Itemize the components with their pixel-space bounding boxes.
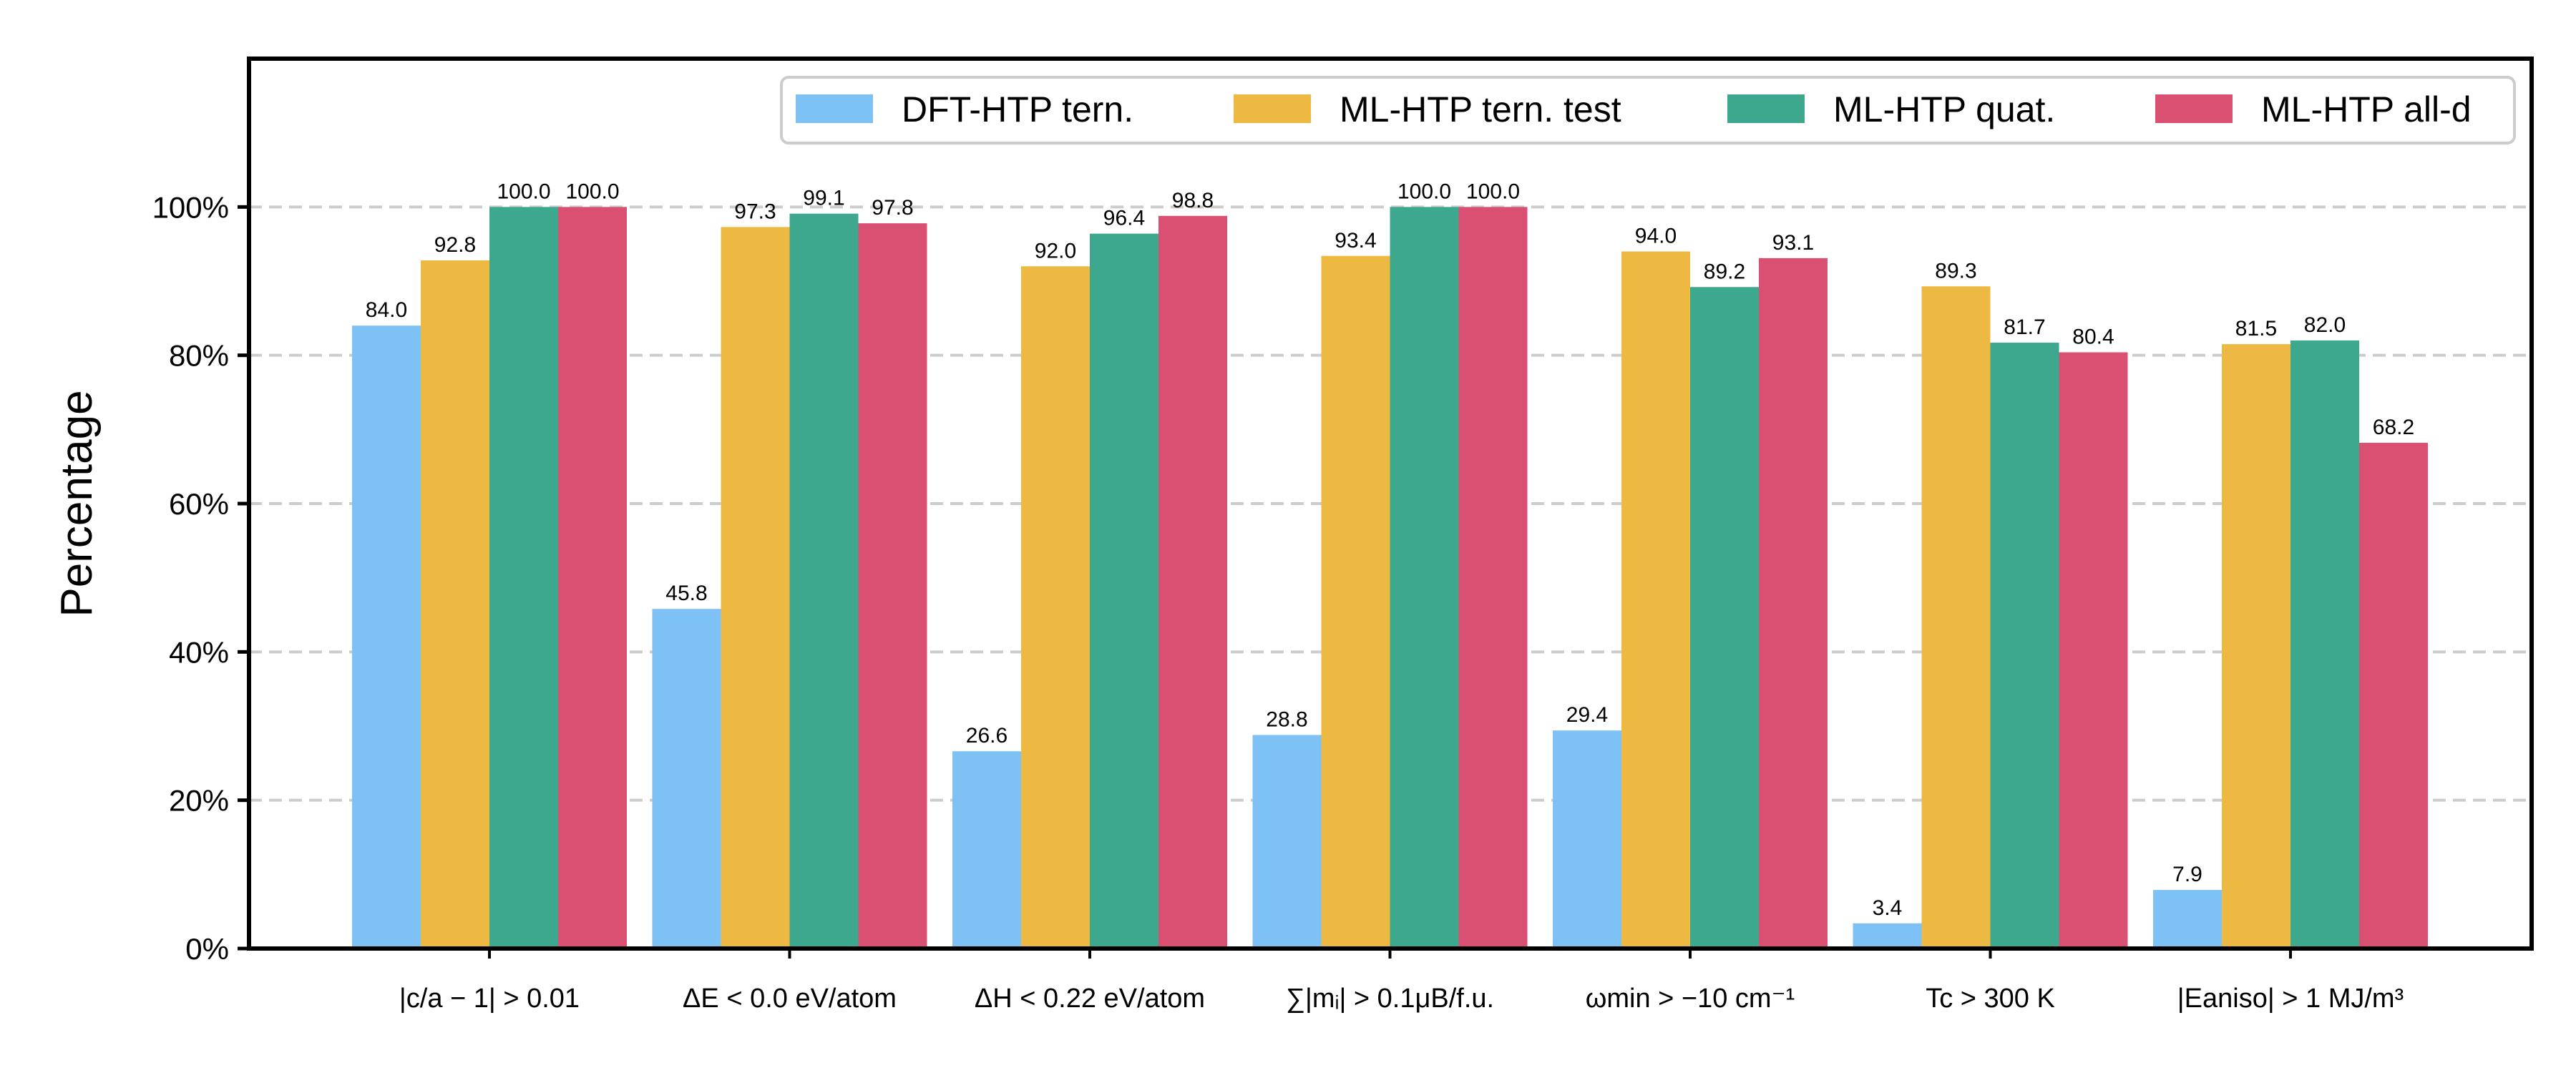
x-tick-label: |c/a − 1| > 0.01: [399, 984, 580, 1014]
x-tick-label: |Eaniso| > 1 MJ/m³: [2177, 984, 2404, 1014]
bar-value-label: 97.8: [872, 196, 913, 220]
legend-box: [780, 76, 2516, 144]
legend-swatch: [1727, 94, 1805, 123]
x-tick-label: Tc > 300 K: [1926, 984, 2055, 1014]
bar-value-label: 89.3: [1935, 259, 1976, 283]
bar-value-label: 84.0: [366, 298, 407, 322]
y-axis-label: Percentage: [52, 390, 102, 617]
bar: [352, 325, 421, 949]
legend-swatch: [796, 94, 873, 123]
y-tick-label: 80%: [169, 339, 229, 373]
bar-value-label: 100.0: [1397, 180, 1451, 203]
legend-swatch: [2155, 94, 2233, 123]
bar-value-label: 80.4: [2072, 325, 2114, 349]
bar: [2290, 340, 2359, 949]
legend: DFT-HTP tern. ML-HTP tern. test ML-HTP qua…: [780, 76, 2516, 144]
bar: [558, 207, 627, 949]
bar: [1090, 233, 1158, 949]
bar-value-label: 81.5: [2235, 317, 2277, 340]
bar: [1759, 258, 1828, 949]
bar-value-label: 45.8: [665, 582, 707, 605]
bar: [1921, 286, 1991, 949]
bar: [2359, 442, 2428, 949]
bar: [1158, 215, 1227, 949]
bar: [1321, 255, 1390, 949]
bar-value-label: 92.8: [434, 233, 476, 257]
bar-value-label: 93.1: [1772, 231, 1814, 255]
legend-label: ML-HTP all-d: [2261, 89, 2472, 129]
bar: [1553, 730, 1621, 949]
bar-value-label: 29.4: [1566, 703, 1608, 727]
bar: [1853, 923, 1922, 949]
bar-value-label: 97.3: [734, 200, 776, 223]
bar-value-label: 99.1: [803, 187, 844, 210]
bar: [2059, 352, 2128, 949]
bar-value-label: 3.4: [1873, 896, 1903, 920]
bar-value-label: 98.8: [1172, 189, 1214, 212]
bar: [1390, 207, 1459, 949]
bar: [1990, 343, 2059, 949]
bar: [2222, 344, 2290, 949]
legend-label: DFT-HTP tern.: [902, 89, 1133, 129]
bar-value-label: 94.0: [1635, 225, 1677, 248]
bar: [789, 213, 859, 949]
bar: [858, 223, 927, 949]
bar: [1621, 251, 1690, 949]
bar: [1690, 287, 1759, 949]
bar: [721, 227, 790, 949]
bar: [1021, 266, 1090, 949]
bar-value-label: 82.0: [2304, 313, 2346, 337]
bar: [2153, 890, 2222, 949]
bar-value-label: 26.6: [966, 724, 1008, 748]
y-axis: 0% 20% 40% 60% 80% 100%: [152, 190, 249, 966]
y-tick-label: 60%: [169, 487, 229, 521]
x-tick-label: ΔE < 0.0 eV/atom: [683, 984, 897, 1014]
bar-value-label: 7.9: [2172, 863, 2202, 886]
bar: [1458, 207, 1528, 949]
bars: [352, 207, 2428, 949]
x-axis: |c/a − 1| > 0.01 ΔE < 0.0 eV/atom ΔH < 0.2…: [399, 949, 2404, 1014]
x-tick-label: ∑|mᵢ| > 0.1μB/f.u.: [1286, 984, 1494, 1014]
bar-value-label: 89.2: [1704, 260, 1745, 283]
bar: [489, 207, 558, 949]
bar-value-label: 96.4: [1103, 207, 1145, 230]
bar-value-label: 100.0: [497, 180, 550, 203]
bar-value-label: 68.2: [2373, 416, 2414, 439]
x-tick-label: ΔH < 0.22 eV/atom: [975, 984, 1205, 1014]
bar-value-label: 28.8: [1266, 707, 1307, 731]
legend-label: ML-HTP quat.: [1833, 89, 2055, 129]
bar-value-label: 100.0: [565, 180, 619, 203]
legend-swatch: [1234, 94, 1311, 123]
legend-label: ML-HTP tern. test: [1340, 89, 1621, 129]
bar: [652, 609, 721, 949]
y-tick-label: 0%: [185, 932, 229, 966]
y-tick-label: 40%: [169, 635, 229, 669]
y-tick-label: 20%: [169, 784, 229, 818]
bar: [952, 751, 1021, 949]
bar-value-label: 92.0: [1035, 239, 1076, 263]
x-tick-label: ωmin > −10 cm⁻¹: [1586, 984, 1795, 1014]
bar: [1252, 735, 1322, 949]
bar-value-label: 93.4: [1335, 229, 1376, 253]
y-tick-label: 100%: [152, 190, 229, 224]
bar-value-label: 100.0: [1466, 180, 1520, 203]
value-labels: 84.0 92.8 100.0 100.0 45.8 97.3 99.1 97.8 26.6 92…: [366, 180, 2414, 919]
bar: [421, 260, 489, 949]
bar-value-label: 81.7: [2004, 315, 2045, 339]
